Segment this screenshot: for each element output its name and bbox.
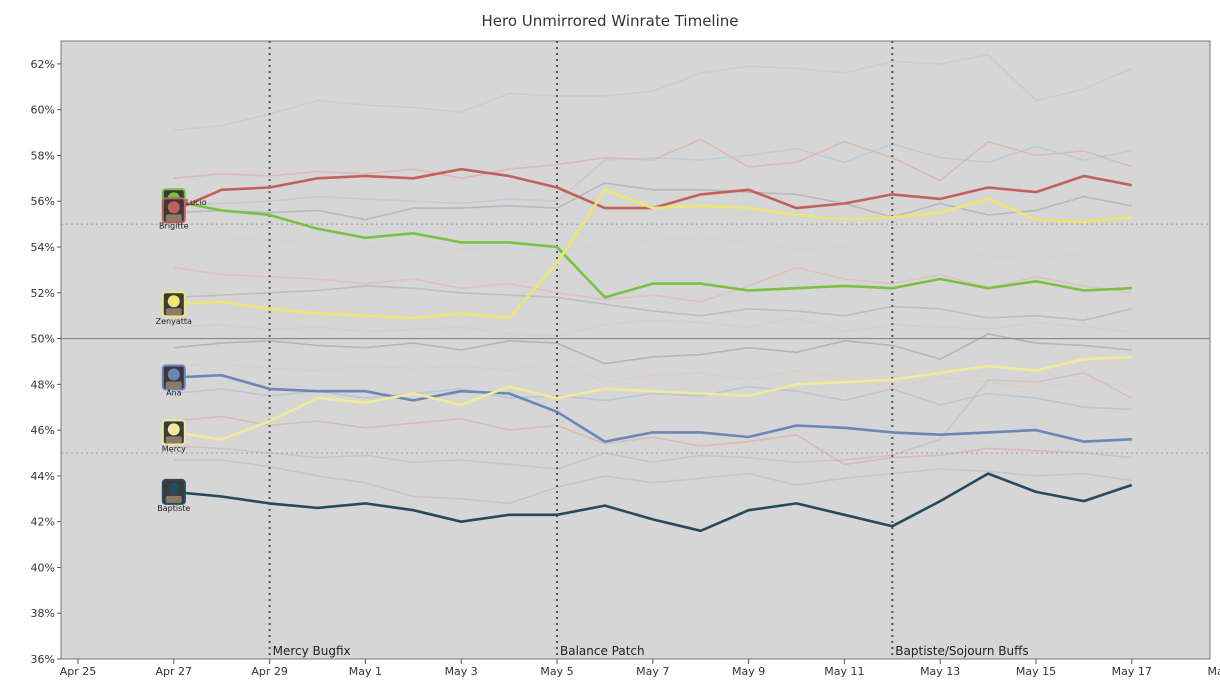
x-tick-label: May 11: [824, 665, 864, 678]
background-series-line: [173, 415, 1132, 466]
y-tick-label: 44%: [31, 470, 55, 483]
background-series-line: [173, 143, 1132, 207]
hero-portrait-ana: Ana: [161, 364, 186, 397]
background-series-line: [173, 360, 1132, 390]
hero-portrait-body: [165, 436, 182, 444]
y-tick-label: 46%: [31, 424, 55, 437]
event-lines: Mercy Bugfix Balance Patch Baptiste/Sojour…: [268, 41, 1029, 659]
hero-portrait-mercy: Mercy: [162, 419, 186, 453]
background-series-line: [173, 53, 1133, 132]
hero-portrait-face: [167, 482, 180, 495]
hero-name-label: Zenyatta: [156, 317, 192, 326]
x-tick-label: May 15: [1016, 665, 1056, 678]
background-series-line: [173, 138, 1133, 182]
hero-portrait-face: [167, 201, 180, 214]
y-tick-label: 60%: [31, 104, 55, 117]
y-tick-label: 54%: [31, 241, 55, 254]
y-tick-label: 48%: [31, 378, 55, 391]
hero-series-group: [173, 167, 1133, 533]
hero-portrait-body: [165, 308, 182, 316]
hero-portrait-baptiste: Baptiste: [157, 478, 190, 513]
series-line-ana: [173, 373, 1132, 443]
reference-lines: [61, 223, 1210, 454]
y-tick-label: 56%: [31, 195, 55, 208]
x-tick-label: May 7: [636, 665, 669, 678]
background-series-line: [173, 266, 1132, 303]
hero-portrait-brigitte: Brigitte: [159, 197, 189, 230]
y-tick-label: 42%: [31, 516, 55, 529]
hero-portrait-body: [165, 495, 182, 503]
hero-portrait-face: [167, 295, 180, 308]
background-series-line: [173, 333, 1132, 365]
x-tick-label: May 19: [1207, 665, 1220, 678]
x-tick-label: May 1: [349, 665, 382, 678]
y-tick-label: 36%: [31, 653, 55, 666]
hero-portrait-zenyatta: Zenyatta: [156, 291, 192, 326]
background-series-group: [173, 53, 1133, 505]
hero-portrait-face: [167, 368, 180, 381]
y-axis: 36% 38% 40% 42% 44% 46% 48% 50% 52% 54% 56% 58% 60% 6…: [31, 58, 61, 666]
x-axis: Apr 25 Apr 27 Apr 29 May 1 May 3 May 5 May 7 Ma…: [60, 659, 1220, 678]
x-tick-label: Apr 25: [60, 665, 97, 678]
series-line-mercy: [173, 355, 1132, 441]
event-label: Mercy Bugfix: [273, 644, 351, 658]
background-series-line: [173, 385, 1132, 411]
hero-name-label: Lucio: [186, 198, 207, 207]
y-tick-label: 58%: [31, 149, 55, 162]
y-tick-label: 40%: [31, 561, 55, 574]
x-tick-label: May 3: [445, 665, 478, 678]
y-tick-label: 38%: [31, 607, 55, 620]
series-line-baptiste: [173, 472, 1133, 533]
y-tick-label: 62%: [31, 58, 55, 71]
x-tick-label: Apr 27: [156, 665, 193, 678]
background-series-line: [173, 182, 1132, 221]
chart-title: Hero Unmirrored Winrate Timeline: [481, 12, 739, 30]
background-series-line: [173, 285, 1132, 322]
hero-name-label: Baptiste: [157, 504, 190, 513]
plot-area: [60, 40, 1211, 660]
y-tick-label: 52%: [31, 287, 55, 300]
series-line-lucio: [173, 199, 1132, 299]
hero-portrait-body: [165, 381, 182, 389]
background-series-line: [173, 459, 1132, 505]
event-label: Balance Patch: [560, 644, 645, 658]
hero-portrait-body: [165, 214, 182, 222]
series-line-zenyatta: [173, 188, 1132, 320]
background-series-line: [173, 317, 1132, 338]
x-tick-label: May 13: [920, 665, 960, 678]
x-tick-label: May 17: [1112, 665, 1152, 678]
hero-name-label: Ana: [166, 388, 182, 397]
hero-markers-group: Lucio Brigitte Zenyatta Ana Mercy Baptiste: [156, 188, 207, 513]
hero-name-label: Mercy: [162, 444, 186, 453]
hero-portrait-face: [167, 423, 180, 436]
x-tick-label: May 5: [540, 665, 573, 678]
y-tick-label: 50%: [31, 333, 55, 346]
x-tick-label: Apr 29: [251, 665, 288, 678]
background-series-line: [173, 232, 1132, 264]
event-label: Baptiste/Sojourn Buffs: [895, 644, 1028, 658]
hero-name-label: Brigitte: [159, 221, 189, 230]
background-series-line: [173, 372, 1133, 470]
x-tick-label: May 9: [732, 665, 765, 678]
